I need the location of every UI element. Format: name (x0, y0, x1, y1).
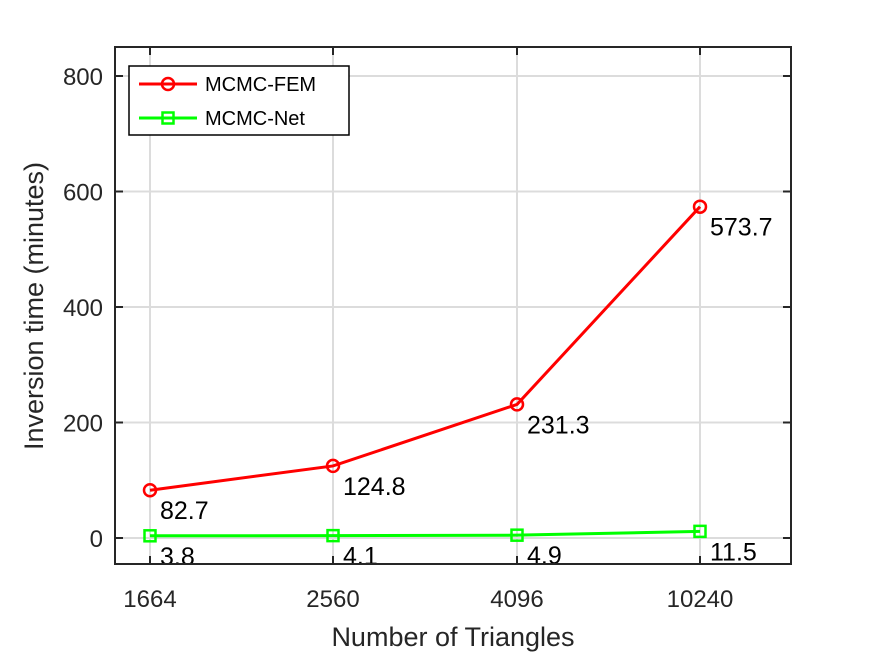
series-line (149, 529, 701, 538)
y-tick-label: 200 (63, 411, 103, 438)
x-tick-label: 1664 (123, 586, 176, 613)
data-label: 3.8 (160, 543, 195, 571)
data-labels: 82.7 124.8 231.3 573.7 3.8 4.1 4.9 11.5 (160, 214, 773, 571)
data-point (326, 528, 340, 543)
y-tick-label: 600 (63, 180, 103, 207)
data-point (510, 528, 524, 542)
data-label: 4.1 (343, 543, 378, 571)
axis-ticks: 0 200 400 600 800 1664 2560 4096 10240 (63, 47, 791, 613)
data-label: 124.8 (343, 473, 406, 501)
series-layer (142, 199, 708, 543)
data-point (142, 482, 158, 498)
legend-label: MCMC-Net (205, 108, 305, 130)
data-label: 573.7 (710, 214, 773, 242)
data-point (693, 524, 707, 539)
legend-label: MCMC-FEM (205, 74, 316, 96)
data-point (143, 529, 157, 543)
legend-marker (160, 76, 176, 92)
data-point (692, 199, 708, 214)
series-line (149, 205, 702, 492)
x-tick-label: 4096 (490, 586, 543, 613)
x-tick-label: 2560 (306, 586, 359, 613)
y-axis-title: Inversion time (minutes) (19, 162, 49, 450)
data-label: 231.3 (527, 411, 590, 439)
axes-box (114, 46, 792, 565)
data-label: 11.5 (710, 538, 757, 566)
data-label: 4.9 (527, 542, 562, 570)
legend-marker (161, 111, 175, 125)
x-axis-title: Number of Triangles (331, 622, 574, 652)
legend: MCMC-FEM MCMC-Net (128, 65, 350, 136)
y-tick-label: 800 (63, 64, 103, 91)
data-label: 82.7 (160, 497, 209, 525)
x-tick-label: 10240 (667, 586, 734, 613)
data-point (509, 397, 525, 412)
y-tick-label: 0 (90, 526, 103, 553)
y-tick-label: 400 (63, 295, 103, 322)
data-point (325, 458, 341, 474)
